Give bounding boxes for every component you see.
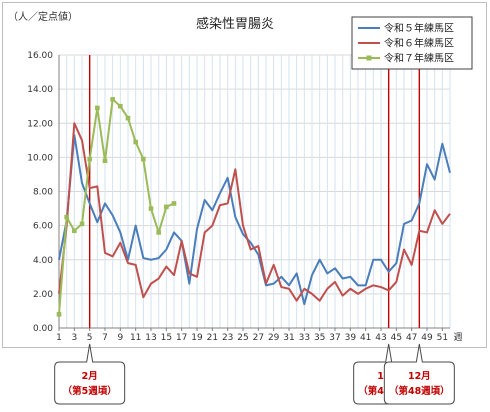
legend-label: 令和７年練馬区 [384, 52, 454, 65]
y-unit-label: （人／定点値） [8, 10, 78, 23]
data-point [87, 156, 92, 162]
axes [58, 55, 450, 329]
x-tick-label: 9 [117, 333, 123, 343]
x-tick-label: 47 [406, 333, 417, 343]
x-tick-label: 15 [161, 333, 172, 343]
data-point [148, 206, 154, 211]
x-tick-label: 45 [391, 333, 402, 343]
series-line [58, 122, 451, 302]
x-tick-label: 7 [102, 333, 108, 343]
data-point [56, 312, 62, 317]
y-tick-label: 8.00 [33, 188, 53, 198]
y-tick-labels: 0.00 2.00 4.00 6.00 8.00 10.00 12.00 14.00 16.00 [27, 51, 53, 334]
data-point [125, 115, 131, 121]
y-tick-label: 6.00 [33, 222, 53, 232]
legend-label: 令和５年練馬区 [384, 22, 454, 35]
callout-week: （第5週頃） [63, 385, 117, 397]
data-point [118, 103, 123, 109]
x-tick-label: 1 [56, 333, 62, 343]
data-point [110, 97, 115, 102]
callout-box [54, 343, 126, 405]
x-tick-label: 25 [237, 333, 248, 343]
data-point [141, 156, 146, 162]
y-tick-label: 14.00 [27, 85, 53, 95]
data-point [64, 214, 69, 220]
data-point [164, 204, 169, 210]
x-tick-label: 31 [283, 333, 294, 343]
x-tick-label: 13 [145, 333, 156, 343]
callout-week: （第48週頃） [389, 385, 450, 397]
y-tick-label: 4.00 [33, 256, 53, 266]
data-point [79, 221, 85, 227]
data-point [102, 158, 108, 164]
month-callout: 12月 （第48週頃） [383, 343, 455, 405]
x-tick-label: 35 [314, 333, 325, 343]
data-point [95, 105, 100, 111]
y-tick-label: 0.00 [33, 324, 53, 334]
data-point [72, 228, 77, 234]
x-tick-label: 51 [437, 333, 448, 343]
x-tick-labels: 1 3 5 7 9 11 13 15 17 19 21 23 25 27 29 31 33 35 37 39 41 43 4… [56, 328, 448, 343]
x-tick-label: 11 [130, 333, 141, 343]
x-tick-label: 5 [87, 333, 93, 343]
data-point [171, 201, 177, 206]
callout-month: 2月 [82, 371, 98, 382]
x-tick-label: 33 [299, 333, 310, 343]
series-3 [56, 97, 177, 317]
y-tick-label: 2.00 [33, 290, 53, 300]
legend-label: 令和６年練馬区 [384, 37, 454, 50]
x-tick-label: 3 [71, 333, 77, 343]
series-line [58, 98, 175, 315]
series-group [56, 97, 451, 317]
x-tick-label: 37 [329, 333, 340, 343]
x-tick-label: 29 [268, 333, 280, 343]
x-tick-label: 17 [176, 333, 187, 343]
x-tick-label: 49 [421, 333, 433, 343]
x-tick-label: 19 [191, 333, 203, 343]
x-tick-label: 41 [360, 333, 371, 343]
callout-box [383, 343, 455, 405]
legend-marker [366, 55, 372, 61]
series-2 [58, 122, 451, 302]
callout-month: 12月 [408, 371, 431, 382]
x-tick-label: 43 [375, 333, 386, 343]
y-tick-label: 12.00 [27, 119, 53, 129]
x-tick-label: 27 [253, 333, 264, 343]
data-point [156, 230, 161, 235]
month-callout: 2月 （第5週頃） [54, 343, 126, 405]
y-tick-label: 10.00 [27, 153, 53, 163]
chart-title: 感染性胃腸炎 [196, 16, 274, 32]
x-tick-label: 21 [207, 333, 218, 343]
data-point [133, 139, 138, 145]
marker-lines [88, 55, 421, 328]
callouts: 2月（第5週頃）11月（第44週頃）12月（第48週頃） [54, 343, 455, 405]
x-unit-label: 週 [453, 332, 462, 343]
x-tick-label: 23 [222, 333, 233, 343]
chart-frame [2, 2, 487, 348]
x-tick-label: 39 [345, 333, 357, 343]
y-tick-label: 16.00 [27, 51, 53, 61]
